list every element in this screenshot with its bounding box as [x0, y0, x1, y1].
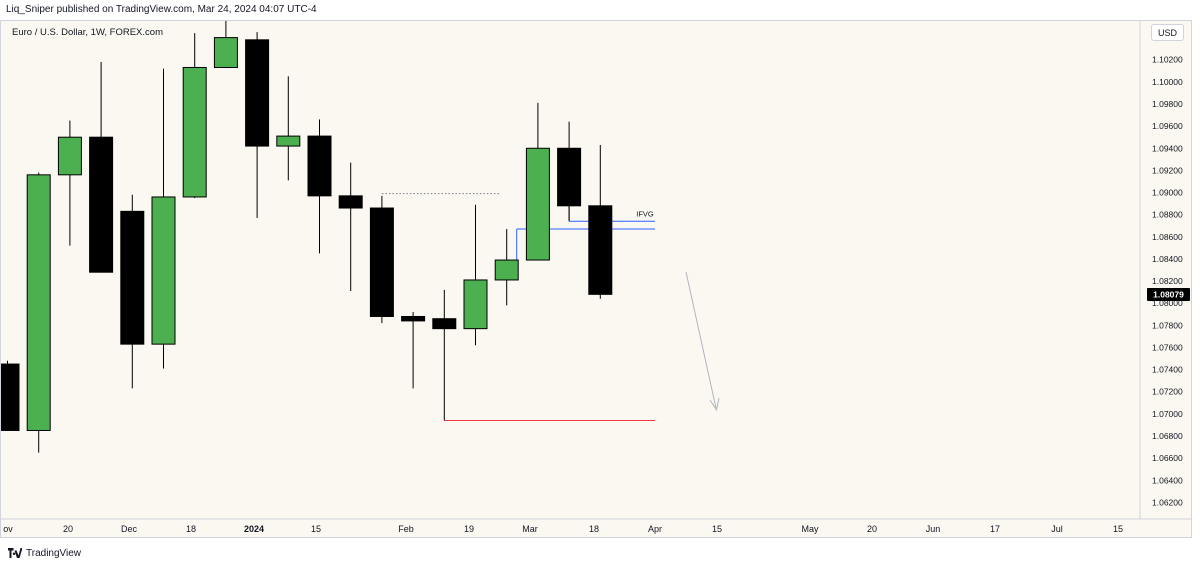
time-tick-label: Jun	[926, 524, 941, 534]
time-tick-label: Apr	[648, 524, 662, 534]
candle-body-bullish	[276, 135, 301, 147]
price-tick-label: 1.06800	[1152, 431, 1183, 441]
price-tick-label: 1.08400	[1152, 254, 1183, 264]
price-tick-label: 1.07400	[1152, 365, 1183, 375]
price-tick-label: 1.08600	[1152, 232, 1183, 242]
candle-body-bullish	[182, 66, 207, 198]
price-tick-label: 1.09200	[1152, 165, 1183, 175]
time-tick-label: 15	[311, 524, 321, 534]
candle-body-bearish	[369, 207, 394, 317]
price-tick-label: 1.08800	[1152, 210, 1183, 220]
time-tick-label: Mar	[522, 524, 538, 534]
level-label-ifvg-upper: IFVG	[636, 209, 654, 218]
candle-body-bearish	[401, 315, 426, 322]
footer-brand-text: TradingView	[26, 547, 82, 559]
time-tick-label: 19	[464, 524, 474, 534]
time-tick-label: ov	[3, 524, 13, 534]
candle-body-bearish	[588, 205, 613, 295]
price-tick-label: 1.09000	[1152, 188, 1183, 198]
candle-body-bullish	[494, 259, 519, 281]
price-tick-label: 1.07600	[1152, 342, 1183, 352]
candle-body-bullish	[26, 174, 51, 431]
time-tick-label: 15	[1113, 524, 1123, 534]
price-tick-label: 1.06600	[1152, 453, 1183, 463]
price-tick-label: 1.08000	[1152, 298, 1183, 308]
footer-branding: TradingView	[8, 545, 81, 561]
tradingview-logo-icon	[8, 548, 22, 558]
price-tick-label: 1.09800	[1152, 99, 1183, 109]
last-price-badge	[1147, 287, 1190, 301]
projection-arrow-head	[709, 397, 720, 412]
price-tick-label: 1.10000	[1152, 77, 1183, 87]
candle-body-bullish	[463, 279, 488, 330]
time-tick-label: May	[801, 524, 819, 534]
candle-body-bullish	[213, 37, 238, 68]
candle-body-bullish	[57, 136, 82, 176]
plot-area[interactable]: IFVG	[0, 10, 720, 453]
time-tick-label: Feb	[398, 524, 414, 534]
currency-button[interactable]: USD	[1151, 24, 1184, 41]
candle-body-bearish	[338, 195, 363, 209]
time-tick-label: 2024	[244, 524, 264, 534]
time-tick-label: 18	[186, 524, 196, 534]
price-tick-label: 1.09600	[1152, 121, 1183, 131]
projection-arrow-line	[685, 271, 717, 409]
price-tick-label: 1.09400	[1152, 143, 1183, 153]
time-tick-label: 20	[867, 524, 877, 534]
time-tick-label: 18	[589, 524, 599, 534]
price-tick-label: 1.08200	[1152, 276, 1183, 286]
symbol-label: Euro / U.S. Dollar, 1W, FOREX.com	[12, 27, 163, 38]
candle-body-bearish	[120, 210, 145, 345]
publish-header: Liq_Sniper published on TradingView.com,…	[0, 0, 1200, 20]
time-tick-label: Dec	[121, 524, 138, 534]
candle-body-bearish	[1, 363, 20, 431]
time-tick-label: Jul	[1051, 524, 1063, 534]
price-tick-label: 1.10200	[1152, 55, 1183, 65]
publish-info: Liq_Sniper published on TradingView.com,…	[6, 4, 317, 15]
last-price-label: 1.08079	[1153, 289, 1184, 299]
price-tick-label: 1.07000	[1152, 409, 1183, 419]
price-tick-label: 1.06400	[1152, 475, 1183, 485]
candle-body-bearish	[307, 135, 332, 197]
time-tick-label: 15	[712, 524, 722, 534]
candle-body-bearish	[89, 136, 114, 273]
time-tick-label: 20	[63, 524, 73, 534]
time-tick-label: 17	[990, 524, 1000, 534]
candle-body-bearish	[557, 147, 582, 207]
candle-body-bearish	[245, 39, 270, 147]
candle-body-bearish	[432, 318, 457, 330]
candle-body-bullish	[151, 196, 176, 345]
price-tick-label: 1.07200	[1152, 387, 1183, 397]
price-tick-label: 1.06200	[1152, 497, 1183, 507]
candle-body-bullish	[525, 147, 550, 261]
price-tick-label: 1.07800	[1152, 320, 1183, 330]
